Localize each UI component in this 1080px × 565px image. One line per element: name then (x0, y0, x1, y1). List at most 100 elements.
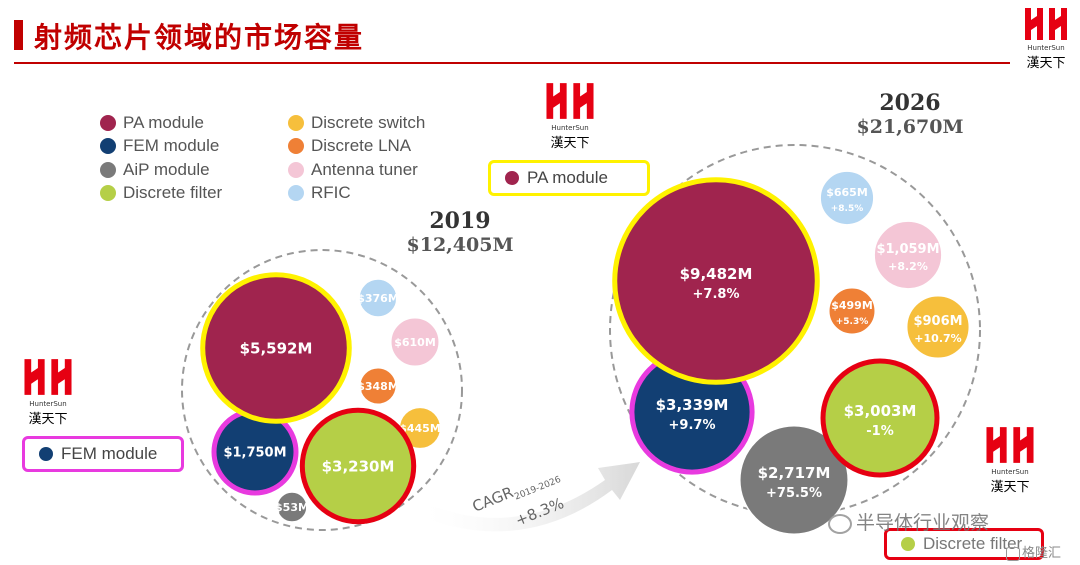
watermark-label: 半导体行业观察 (856, 512, 990, 534)
bubble-value-label: $499M (831, 299, 873, 312)
legend-swatch (288, 162, 304, 178)
chart-legend: PA module FEM module AiP module Discrete… (100, 112, 440, 212)
legend-label: PA module (123, 113, 204, 132)
bubble-value-label: $376M (357, 292, 399, 305)
bubble-value-label: $5,592M (240, 339, 313, 357)
legend-label: Discrete switch (311, 113, 426, 132)
callout-fem-module: FEM module (22, 436, 184, 472)
logo-left: HunterSun 漢天下 (18, 356, 78, 427)
logo-brand-text: HunterSun (1027, 44, 1065, 52)
bubble-value-label: $2,717M (758, 464, 831, 482)
bubble-growth-label: +9.7% (669, 418, 716, 433)
callout-dot (901, 537, 915, 551)
bubble-fem-module-2026 (629, 349, 755, 475)
callout-dot (505, 171, 519, 185)
title-accent-bar (14, 20, 23, 50)
legend-item-tuner: Antenna tuner (288, 159, 418, 181)
bubble-discrete-lna-2026 (828, 287, 876, 335)
bubble-antenna-tuner-2019 (390, 317, 440, 367)
year-2026-total: $21,670M (856, 116, 964, 138)
logo-brand-text: HunterSun (29, 400, 67, 408)
title-divider (14, 62, 1010, 64)
logo-bottom-right: HunterSun 漢天下 (980, 424, 1040, 495)
legend-label: RFIC (311, 183, 351, 202)
bubble-group-2026: $906M +10.7% $499M +5.3% $1,059M +8.2% $665M +8… (612, 170, 971, 535)
logo-cn-text: 漢天下 (990, 480, 1030, 495)
bubble-pa-module-2019 (200, 272, 352, 424)
bubble-aip-module-2019 (276, 491, 308, 523)
hunter-logo-icon (1025, 8, 1067, 40)
bubble-pa-module-2026 (612, 177, 820, 385)
legend-swatch (100, 138, 116, 154)
logo-cn-text: 漢天下 (28, 412, 68, 427)
group-2026-outline (609, 144, 981, 516)
legend-label: AiP module (123, 160, 210, 179)
bubble-rfic-2019 (358, 278, 398, 318)
legend-item-lna: Discrete LNA (288, 135, 411, 157)
bubble-value-label: $906M (913, 314, 962, 329)
wechat-icon (828, 513, 852, 534)
cagr-label: CAGR2019-2026 (470, 465, 563, 519)
bubble-value-label: $1,059M (876, 242, 939, 257)
watermark-site: 格隆汇 (1006, 542, 1061, 561)
group-2019-outline (181, 249, 463, 531)
year-2026-label: 2026 (879, 90, 941, 116)
bubble-value-label: $348M (357, 380, 399, 393)
bubble-growth-label: +10.7% (914, 332, 961, 345)
watermark-text: 半导体行业观察 (828, 508, 989, 535)
bubble-value-label: $3,003M (844, 402, 917, 420)
callout-pa-module: PA module (488, 160, 650, 196)
bubble-growth-label: +5.3% (836, 317, 869, 327)
bubble-fem-module-2019 (211, 408, 299, 496)
callout-dot (39, 447, 53, 461)
year-2019-header: 2019 $12,405M (400, 208, 520, 256)
watermark-site-label: 格隆汇 (1022, 546, 1062, 561)
bubble-growth-label: +7.8% (693, 287, 740, 302)
legend-swatch (288, 138, 304, 154)
bubble-group-2019: $445M $348M $610M $376M $53M $3,230M $1,750M $5… (200, 272, 442, 525)
legend-item-filter: Discrete filter (100, 182, 222, 204)
legend-item-rfic: RFIC (288, 182, 351, 204)
bubble-value-label: $665M (826, 186, 868, 199)
callout-label: PA module (527, 168, 608, 187)
bubble-value-label: $445M (399, 422, 441, 435)
cagr-value: +8.3% (513, 494, 567, 530)
legend-swatch (288, 115, 304, 131)
logo-brand-text: HunterSun (991, 468, 1029, 476)
bubble-growth-label: -1% (866, 424, 893, 439)
site-icon (1006, 546, 1020, 561)
bubble-growth-label: +8.5% (831, 204, 864, 214)
callout-label: FEM module (61, 444, 158, 463)
bubble-antenna-tuner-2026 (873, 220, 943, 290)
legend-item-switch: Discrete switch (288, 112, 425, 134)
bubble-discrete-filter-2019 (299, 407, 417, 525)
legend-swatch (288, 185, 304, 201)
year-2026-header: 2026 $21,670M (840, 90, 980, 138)
bubble-value-label: $9,482M (680, 265, 753, 283)
bubble-growth-label: +8.2% (888, 260, 928, 273)
legend-label: FEM module (123, 136, 220, 155)
bubble-value-label: $3,230M (322, 457, 395, 475)
legend-label: Antenna tuner (311, 160, 418, 179)
hunter-logo-icon (546, 83, 594, 119)
callout-discrete-filter: Discrete filter (884, 528, 1044, 560)
bubble-discrete-switch-2019 (398, 406, 442, 450)
logo-cn-text: 漢天下 (1026, 56, 1066, 71)
callout-label: Discrete filter (923, 534, 1023, 553)
bubble-discrete-lna-2019 (358, 366, 398, 406)
bubble-discrete-switch-2026 (905, 294, 971, 360)
cagr-arrow (425, 462, 640, 532)
legend-swatch (100, 185, 116, 201)
logo-center: HunterSun 漢天下 (540, 80, 600, 151)
legend-swatch (100, 115, 116, 131)
legend-swatch (100, 162, 116, 178)
bubble-value-label: $3,339M (656, 396, 729, 414)
bubble-value-label: $53M (275, 501, 309, 514)
legend-item-fem: FEM module (100, 135, 219, 157)
legend-item-aip: AiP module (100, 159, 210, 181)
legend-item-pa: PA module (100, 112, 204, 134)
logo-brand-text: HunterSun (551, 124, 589, 132)
bubble-rfic-2026 (819, 170, 875, 226)
bubble-discrete-filter-2026 (820, 358, 940, 478)
legend-label: Discrete LNA (311, 136, 412, 155)
